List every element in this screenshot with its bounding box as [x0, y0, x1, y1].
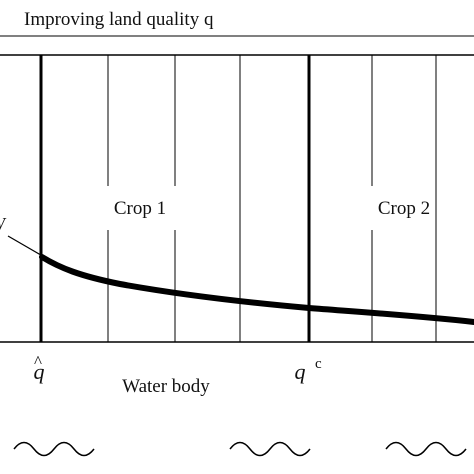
left-edge-label: W — [0, 214, 7, 234]
q-hat-base: q — [34, 359, 45, 384]
q-hat-accent: ^ — [34, 352, 42, 371]
q-c-base: q — [295, 359, 306, 384]
header-title: Improving land quality q — [24, 9, 214, 30]
water-body-label: Water body — [122, 376, 210, 397]
crop-2-label: Crop 2 — [378, 198, 430, 219]
label-pointer-line — [7, 235, 47, 259]
q-c-superscript: c — [315, 356, 322, 372]
water-wave-icon — [229, 441, 311, 457]
q-hat-mark: ^ q — [34, 352, 45, 384]
q-c-mark: q c — [295, 356, 323, 384]
water-wave-icon — [13, 441, 95, 457]
boundary-curve — [39, 254, 474, 325]
crop-1-label: Crop 1 — [114, 198, 166, 219]
water-wave-icon — [385, 441, 467, 457]
